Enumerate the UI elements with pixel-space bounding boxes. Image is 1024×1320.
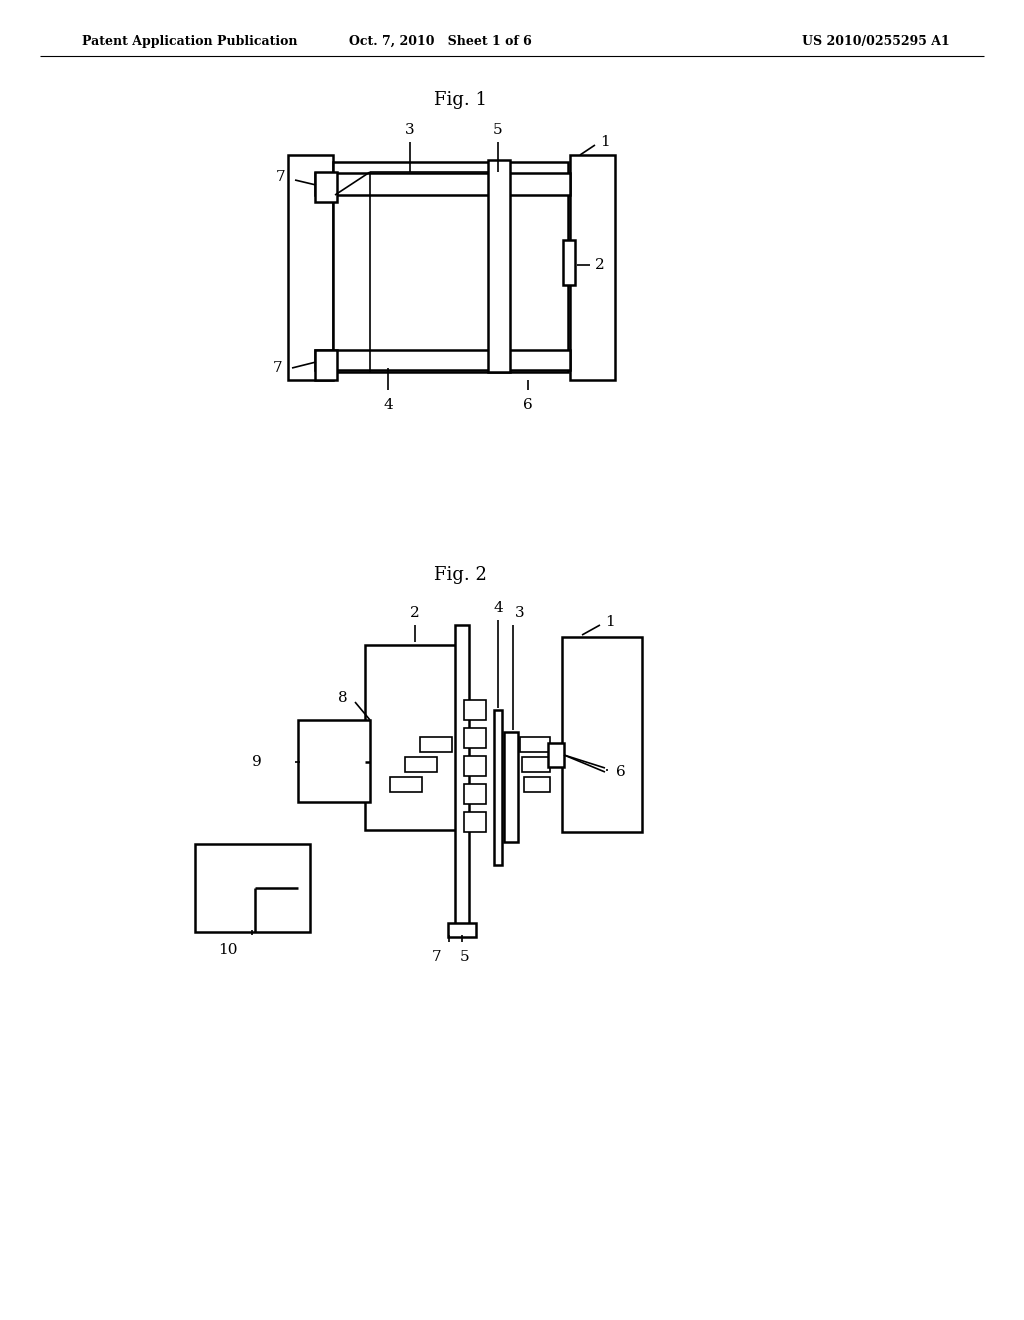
Bar	[570, 154, 615, 380]
Text: Fig. 2: Fig. 2	[433, 566, 486, 583]
Text: 2: 2	[595, 257, 605, 272]
Bar	[390, 777, 422, 792]
Text: 5: 5	[494, 123, 503, 137]
Text: 4: 4	[494, 601, 503, 615]
Text: Patent Application Publication: Patent Application Publication	[82, 34, 298, 48]
Bar	[298, 719, 370, 803]
Text: Fig. 1: Fig. 1	[433, 91, 486, 110]
Bar	[464, 756, 486, 776]
Bar	[562, 638, 642, 832]
Text: 2: 2	[411, 606, 420, 620]
Bar	[504, 733, 518, 842]
Text: 4: 4	[383, 399, 393, 412]
Bar	[365, 645, 460, 830]
Bar	[548, 743, 564, 767]
Bar	[195, 843, 310, 932]
Text: 1: 1	[605, 615, 614, 630]
Text: 8: 8	[338, 690, 348, 705]
Bar	[464, 784, 486, 804]
Bar	[315, 350, 570, 370]
Bar	[333, 162, 568, 372]
Text: 10: 10	[218, 942, 238, 957]
Text: 7: 7	[275, 170, 285, 183]
Bar	[315, 350, 337, 380]
Bar	[520, 737, 550, 752]
Text: Oct. 7, 2010   Sheet 1 of 6: Oct. 7, 2010 Sheet 1 of 6	[348, 34, 531, 48]
Bar	[406, 756, 437, 772]
Bar	[488, 160, 510, 372]
Bar	[464, 812, 486, 832]
Text: US 2010/0255295 A1: US 2010/0255295 A1	[802, 34, 950, 48]
Bar	[288, 154, 333, 380]
Bar	[522, 756, 550, 772]
Text: 1: 1	[600, 135, 609, 149]
Bar	[563, 240, 575, 285]
Text: 7: 7	[432, 950, 441, 964]
Text: 3: 3	[515, 606, 524, 620]
Bar	[494, 710, 502, 865]
Bar	[464, 729, 486, 748]
Bar	[524, 777, 550, 792]
Text: 5: 5	[460, 950, 470, 964]
Bar	[315, 172, 337, 202]
Text: 7: 7	[272, 360, 282, 375]
Bar	[464, 700, 486, 719]
Bar	[315, 173, 570, 195]
Bar	[455, 624, 469, 931]
Text: 6: 6	[616, 766, 626, 779]
Text: 9: 9	[252, 755, 262, 770]
Text: 6: 6	[523, 399, 532, 412]
Bar	[449, 923, 476, 937]
Bar	[420, 737, 452, 752]
Text: 3: 3	[406, 123, 415, 137]
